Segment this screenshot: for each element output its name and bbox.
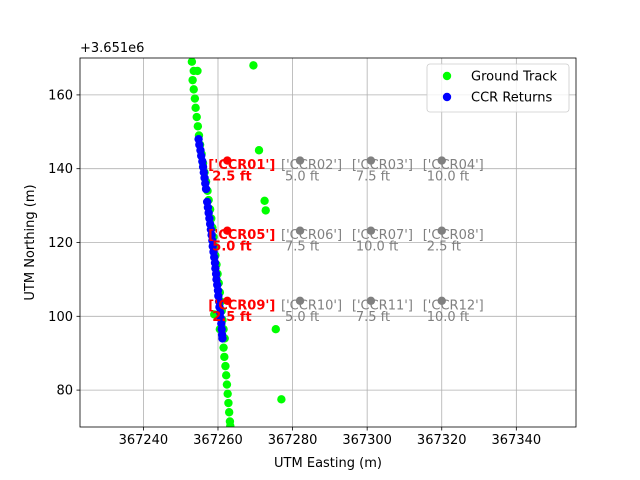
reflector-id-label: ['CCR09'] [208,298,275,313]
ground-track-point [224,398,233,408]
ground-track-point [261,206,270,215]
ground-track-point [191,103,200,113]
reflector-id-label: ['CCR10'] [281,298,342,313]
reflector-size-label: 5.0 ft [285,170,319,185]
reflector-size-label: 2.5 ft [212,310,251,325]
reflector-size-label: 10.0 ft [427,170,470,185]
reflector-size-label: 7.5 ft [285,240,319,255]
reflector-id-label: ['CCR05'] [208,228,275,243]
x-tick-label: 367340 [492,433,542,448]
legend-box [426,63,570,113]
ground-track-point [224,408,234,417]
ground-track-point [193,122,203,131]
plot-area: ['CCR01']2.5 ft['CCR02']5.0 ft['CCR03']7… [187,58,484,427]
ground-track-point [221,361,230,371]
reflector-group: ['CCR01']2.5 ft['CCR02']5.0 ft['CCR03']7… [208,156,484,325]
legend-marker [442,71,452,81]
ground-track-point [187,58,197,66]
reflector-size-label: 5.0 ft [285,310,319,325]
reflector-marker [437,156,446,165]
reflector-marker [366,226,376,235]
reflector-marker [295,296,305,306]
reflector-marker [437,226,446,235]
y-tick-label: 80 [56,384,73,399]
reflector-id-label: ['CCR12'] [423,298,484,313]
reflector-size-label: 5.0 ft [212,240,251,255]
reflector-id-label: ['CCR03'] [352,158,413,173]
reflector-id-label: ['CCR06'] [281,228,342,243]
ground-track-point [193,66,202,76]
reflector-id-label: ['CCR04'] [423,158,484,173]
ground-track-point [226,421,235,427]
ground-track-point [223,389,232,398]
y-tick-label: 140 [48,162,73,177]
y-tick-label: 160 [48,88,73,103]
x-tick-label: 367240 [119,433,169,448]
ground-track-point [222,380,232,389]
ground-track-point [254,146,264,155]
ground-track-point [260,196,269,206]
x-axis-label: UTM Easting (m) [274,456,382,471]
ground-track-point [277,395,286,404]
legend-label: CCR Returns [471,91,552,106]
ground-track-point [271,325,280,334]
reflector-marker [366,296,376,306]
ground-track-point [219,343,228,352]
x-axis-ticks: 367240 367260 367280 367300 367320 367340 [119,427,542,448]
x-tick-label: 367300 [342,433,392,448]
y-axis-label: UTM Northing (m) [23,184,38,300]
reflector-marker [223,156,232,165]
y-axis-offset-label: +3.651e6 [80,41,144,56]
ground-track-point [190,94,200,103]
y-tick-label: 100 [48,310,73,325]
reflector-size-label: 2.5 ft [212,170,251,185]
reflector-marker [295,226,305,235]
x-tick-label: 367320 [417,433,467,448]
reflector-id-label: ['CCR11'] [352,298,413,313]
x-tick-label: 367280 [268,433,318,448]
ground-track-point [220,352,229,362]
ground-track-point [249,61,258,70]
reflector-id-label: ['CCR02'] [281,158,342,173]
reflector-size-label: 7.5 ft [356,170,390,185]
ccr-return-point [201,184,211,194]
ground-track-point [188,75,197,85]
ground-track-point [221,371,231,380]
series-ccr-returns [194,134,227,343]
reflector-marker [366,156,376,165]
reflector-marker [223,296,232,306]
reflector-size-label: 10.0 ft [356,240,399,255]
x-tick-label: 367260 [193,433,243,448]
ccr-return-point [218,334,227,343]
y-tick-label: 120 [48,236,73,251]
ground-track-point [189,85,198,94]
reflector-size-label: 10.0 ft [427,310,470,325]
reflector-size-label: 7.5 ft [356,310,390,325]
reflector-marker [223,226,232,235]
legend-label: Ground Track [471,70,557,85]
reflector-size-label: 2.5 ft [427,240,461,255]
y-axis-ticks: 80 100 120 140 160 [48,88,80,399]
ground-track-point [192,112,201,122]
reflector-id-label: ['CCR08'] [423,228,484,243]
legend-marker [442,92,452,102]
reflector-id-label: ['CCR07'] [352,228,413,243]
reflector-id-label: ['CCR01'] [208,158,275,173]
reflector-marker [295,156,305,165]
reflector-marker [437,296,446,306]
legend: Ground Track CCR Returns [426,63,570,113]
